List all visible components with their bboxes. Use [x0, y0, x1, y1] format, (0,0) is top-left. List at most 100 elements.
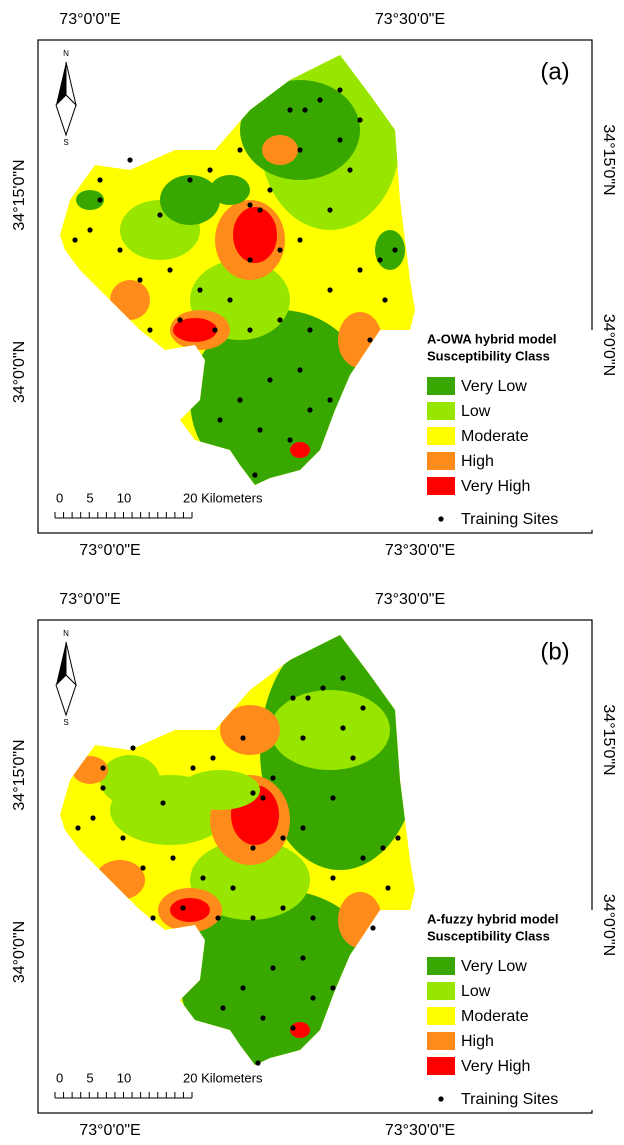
zones [76, 55, 405, 485]
bottom-coord-label: 73°30'0"E [385, 542, 455, 559]
training-site [247, 202, 253, 208]
top-coord-label: 73°30'0"E [375, 11, 445, 28]
susceptibility-zone [270, 690, 390, 770]
legend-swatch [427, 427, 455, 445]
training-site [215, 915, 221, 921]
scale-label: 5 [86, 1070, 93, 1085]
training-site [337, 87, 343, 93]
training-site [382, 297, 388, 303]
training-site [227, 297, 233, 303]
map-panel: 73°0'0"E 73°30'0"E 73°0'0"E 73°30'0"E 34°15'… [11, 11, 617, 559]
training-site [212, 327, 218, 333]
training-site [277, 317, 283, 323]
north-arrow [55, 94, 77, 137]
panel-label: (a) [540, 58, 569, 85]
north-label: N [63, 49, 69, 58]
training-site [385, 885, 391, 891]
training-site [187, 177, 193, 183]
training-site [307, 327, 313, 333]
susceptibility-zone [338, 892, 382, 948]
south-label: S [63, 138, 68, 147]
training-site [247, 257, 253, 263]
training-site [327, 397, 333, 403]
training-site [370, 925, 376, 931]
training-site [230, 885, 236, 891]
training-site [257, 427, 263, 433]
scale-label: 20 Kilometers [183, 490, 263, 505]
north-arrow [56, 62, 66, 105]
training-site [330, 875, 336, 881]
training-site [280, 835, 286, 841]
legend-title: A-OWA hybrid model [427, 331, 557, 346]
training-site [270, 965, 276, 971]
north-label: N [63, 629, 69, 638]
training-site [237, 397, 243, 403]
scale-label: 5 [86, 490, 93, 505]
training-site [357, 117, 363, 123]
zones [72, 635, 415, 1065]
training-site [287, 107, 293, 113]
map-frame [37, 619, 593, 1114]
legend-label: Training Sites [461, 511, 558, 528]
susceptibility-zone [338, 312, 382, 368]
training-site [177, 317, 183, 323]
training-site [350, 755, 356, 761]
training-site [200, 875, 206, 881]
legend-swatch [427, 957, 455, 975]
training-site [250, 915, 256, 921]
training-site [75, 825, 81, 831]
training-site [300, 825, 306, 831]
training-site [267, 377, 273, 383]
legend-label: High [461, 453, 494, 470]
training-site [255, 1060, 261, 1066]
training-site [220, 1005, 226, 1011]
training-site [340, 675, 346, 681]
right-coord-label: 34°0'0"N [600, 314, 617, 376]
training-site [210, 755, 216, 761]
training-site [237, 147, 243, 153]
training-site [287, 437, 293, 443]
training-site [302, 107, 308, 113]
training-site [327, 207, 333, 213]
training-site [97, 177, 103, 183]
training-site [250, 845, 256, 851]
left-coord-label: 34°0'0"N [11, 921, 28, 983]
left-coord-label: 34°15'0"N [11, 739, 28, 810]
training-site [250, 790, 256, 796]
training-site [305, 695, 311, 701]
legend-title: A-fuzzy hybrid model [427, 911, 558, 926]
training-site [120, 835, 126, 841]
map-frame [37, 39, 593, 534]
training-site [260, 1015, 266, 1021]
bottom-coord-label: 73°0'0"E [79, 542, 140, 559]
training-site [140, 865, 146, 871]
right-coord-label: 34°15'0"N [600, 704, 617, 775]
training-site [217, 417, 223, 423]
training-site [252, 472, 258, 478]
training-site [297, 147, 303, 153]
training-site [130, 745, 136, 751]
right-coord-label: 34°15'0"N [600, 124, 617, 195]
susceptibility-zone [95, 860, 145, 900]
training-site [147, 327, 153, 333]
susceptibility-zone [110, 280, 150, 320]
training-site [357, 267, 363, 273]
training-site [340, 725, 346, 731]
susceptibility-zone [76, 190, 104, 210]
north-arrow [55, 674, 77, 717]
legend-swatch [427, 477, 455, 495]
training-site [360, 855, 366, 861]
bottom-coord-label: 73°30'0"E [385, 1122, 455, 1139]
training-site [290, 695, 296, 701]
top-coord-label: 73°0'0"E [59, 591, 120, 608]
legend-swatch [427, 982, 455, 1000]
top-coord-label: 73°0'0"E [59, 11, 120, 28]
susceptibility-zone [233, 207, 277, 263]
susceptibility-zone [100, 755, 160, 805]
legend-title: Susceptibility Class [427, 348, 550, 363]
legend-label: Low [461, 983, 491, 1000]
legend-label: Very Low [461, 378, 527, 395]
left-coord-label: 34°15'0"N [11, 159, 28, 230]
training-site [170, 855, 176, 861]
